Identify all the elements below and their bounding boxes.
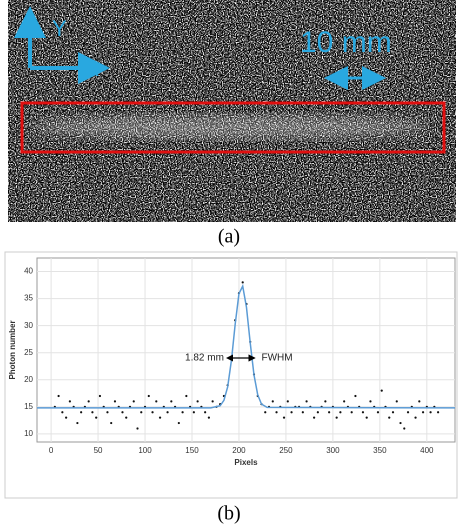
- point: [207, 416, 210, 419]
- point: [196, 400, 199, 403]
- point: [264, 411, 267, 414]
- point: [418, 400, 421, 403]
- point: [286, 400, 289, 403]
- annotation: 1.82 mm: [185, 353, 224, 364]
- point: [91, 411, 94, 414]
- point: [365, 416, 368, 419]
- point: [170, 400, 173, 403]
- point: [61, 411, 64, 414]
- point: [316, 411, 319, 414]
- point: [376, 411, 380, 414]
- point: [121, 411, 124, 414]
- point: [95, 416, 98, 419]
- plot-area: [36, 257, 456, 443]
- y-tick-label: 40: [24, 267, 33, 276]
- point: [403, 427, 406, 430]
- point: [87, 400, 90, 403]
- point: [106, 411, 109, 414]
- x-tick-label: 400: [420, 446, 434, 455]
- point: [68, 400, 71, 403]
- y-label: Y: [52, 16, 67, 41]
- point: [275, 411, 278, 414]
- point: [436, 411, 440, 414]
- point: [301, 411, 304, 414]
- point: [185, 394, 188, 398]
- point: [369, 400, 372, 403]
- panel-a: Y x 10 mm (a): [8, 0, 456, 248]
- y-tick-label: 15: [24, 402, 33, 411]
- point: [313, 416, 316, 419]
- x-label: x: [88, 56, 99, 81]
- point: [125, 416, 128, 419]
- point: [155, 400, 158, 403]
- point: [192, 411, 195, 414]
- point: [399, 421, 402, 425]
- point: [166, 411, 169, 414]
- point: [140, 411, 143, 414]
- fit-line: [37, 283, 456, 409]
- point: [339, 411, 342, 414]
- y-axis-label: Photon number: [8, 320, 17, 379]
- point: [350, 411, 353, 414]
- point: [147, 394, 150, 398]
- point: [395, 400, 398, 403]
- y-tick-label: 20: [24, 375, 33, 384]
- point: [335, 416, 338, 419]
- point: [414, 416, 417, 419]
- x-tick-label: 150: [185, 446, 199, 455]
- point: [361, 411, 365, 414]
- point: [282, 416, 286, 419]
- noise: [8, 0, 456, 222]
- scale-label: 10 mm: [300, 26, 392, 59]
- x-tick-label: 200: [232, 446, 246, 455]
- y-tick-label: 25: [24, 348, 33, 357]
- point: [241, 281, 244, 284]
- x-tick-label: 50: [94, 446, 103, 455]
- x-axis-label: Pixels: [234, 458, 258, 467]
- point: [132, 400, 135, 403]
- point: [110, 421, 113, 425]
- point: [151, 411, 154, 414]
- point: [158, 416, 162, 419]
- point: [204, 411, 207, 414]
- x-tick-label: 250: [279, 446, 293, 455]
- point: [65, 416, 68, 419]
- point: [290, 411, 293, 414]
- region-box: [20, 101, 446, 154]
- point: [177, 421, 180, 425]
- point: [421, 411, 425, 414]
- x-tick-label: 300: [326, 446, 340, 455]
- point: [391, 411, 395, 414]
- y-tick-label: 10: [24, 429, 33, 438]
- point: [429, 411, 432, 414]
- point: [76, 421, 79, 425]
- point: [388, 416, 391, 419]
- x-tick-label: 0: [49, 446, 54, 455]
- annotation: FWHM: [261, 353, 292, 364]
- point: [113, 400, 117, 403]
- point: [328, 411, 331, 414]
- point: [80, 411, 83, 414]
- caption: (b): [217, 503, 240, 525]
- y-tick-label: 35: [24, 294, 33, 303]
- point: [57, 394, 60, 398]
- point: [271, 400, 274, 403]
- point: [181, 411, 184, 414]
- x-tick-label: 100: [138, 446, 152, 455]
- point: [324, 400, 327, 403]
- caption: (a): [218, 226, 240, 248]
- point: [343, 400, 346, 403]
- point: [98, 394, 102, 398]
- point: [136, 427, 139, 430]
- point: [354, 394, 357, 398]
- point: [406, 411, 410, 414]
- point: [211, 400, 214, 403]
- x-tick-label: 350: [373, 446, 387, 455]
- y-tick-label: 30: [24, 321, 33, 330]
- point: [305, 400, 308, 403]
- point: [380, 389, 383, 392]
